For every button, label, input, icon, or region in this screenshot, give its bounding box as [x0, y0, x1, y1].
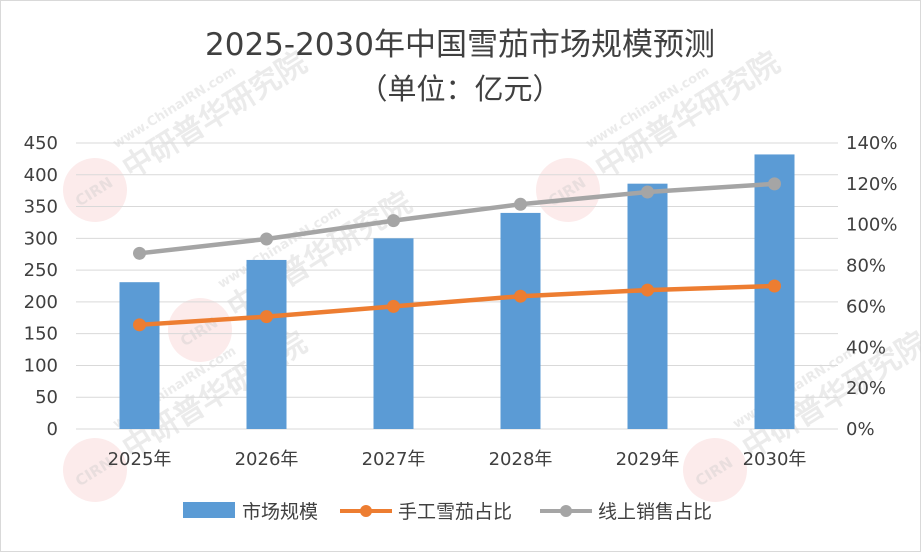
legend-line2-label: 线上销售占比	[598, 501, 712, 523]
right-tick-label: 80%	[846, 256, 886, 277]
x-tick-label: 2028年	[489, 449, 553, 470]
line-point	[768, 279, 781, 293]
watermark-logo-icon	[63, 438, 127, 502]
watermark-logo-icon	[168, 298, 232, 362]
line-point	[260, 232, 273, 246]
x-tick-label: 2025年	[108, 449, 172, 470]
legend-line1-marker	[360, 505, 372, 517]
right-tick-label: 20%	[846, 378, 886, 399]
left-tick-label: 200	[24, 292, 58, 313]
line-point	[260, 310, 273, 324]
bar	[627, 183, 668, 429]
left-tick-label: 350	[24, 197, 58, 218]
chart-subtitle: （单位：亿元）	[358, 72, 561, 106]
x-tick-label: 2030年	[743, 449, 807, 470]
x-tick-label: 2029年	[616, 449, 680, 470]
line-point	[387, 299, 400, 313]
right-tick-label: 60%	[846, 296, 886, 317]
legend-line1-label: 手工雪茄占比	[398, 501, 512, 523]
left-tick-label: 400	[24, 165, 58, 186]
left-tick-label: 50	[35, 387, 58, 408]
watermark-logo-icon	[536, 158, 600, 222]
line-point	[133, 246, 146, 260]
left-tick-label: 300	[24, 228, 58, 249]
left-tick-label: 250	[24, 260, 58, 281]
right-tick-label: 40%	[846, 337, 886, 358]
line-point	[514, 197, 527, 211]
bar	[119, 282, 160, 429]
right-tick-label: 140%	[846, 133, 897, 154]
right-tick-label: 100%	[846, 215, 897, 236]
legend-line2-marker	[560, 505, 572, 517]
left-tick-label: 100	[24, 355, 58, 376]
watermark-logo-icon	[683, 438, 747, 502]
right-axis: 0% 20% 40% 60% 80% 100% 120% 140%	[846, 133, 897, 440]
line-point	[133, 318, 146, 332]
chart-title: 2025-2030年中国雪茄市场规模预测	[205, 27, 715, 63]
line-series	[133, 177, 781, 332]
line-point	[387, 214, 400, 228]
bar	[373, 238, 414, 429]
x-tick-label: 2026年	[235, 449, 299, 470]
legend: 市场规模 手工雪茄占比 线上销售占比	[183, 501, 712, 523]
x-tick-label: 2027年	[362, 449, 426, 470]
gridlines	[76, 142, 838, 430]
left-tick-label: 150	[24, 324, 58, 345]
line-point	[514, 289, 527, 303]
right-tick-label: 0%	[846, 419, 875, 440]
bar	[246, 259, 287, 429]
x-axis: 2025年 2026年 2027年 2028年 2029年 2030年	[108, 449, 807, 470]
left-tick-label: 450	[24, 133, 58, 154]
right-tick-label: 120%	[846, 174, 897, 195]
left-tick-label: 0	[47, 419, 58, 440]
series-line	[137, 181, 777, 256]
watermark-logo-icon	[63, 158, 127, 222]
series-line	[137, 283, 777, 328]
left-axis: 0 50 100 150 200 250 300 350 400 450	[24, 133, 58, 440]
legend-bar-label: 市场规模	[242, 501, 318, 523]
bar	[500, 212, 541, 429]
line-point	[641, 185, 654, 199]
legend-bar-swatch	[183, 502, 235, 518]
line-point	[641, 283, 654, 297]
line-point	[768, 177, 781, 191]
